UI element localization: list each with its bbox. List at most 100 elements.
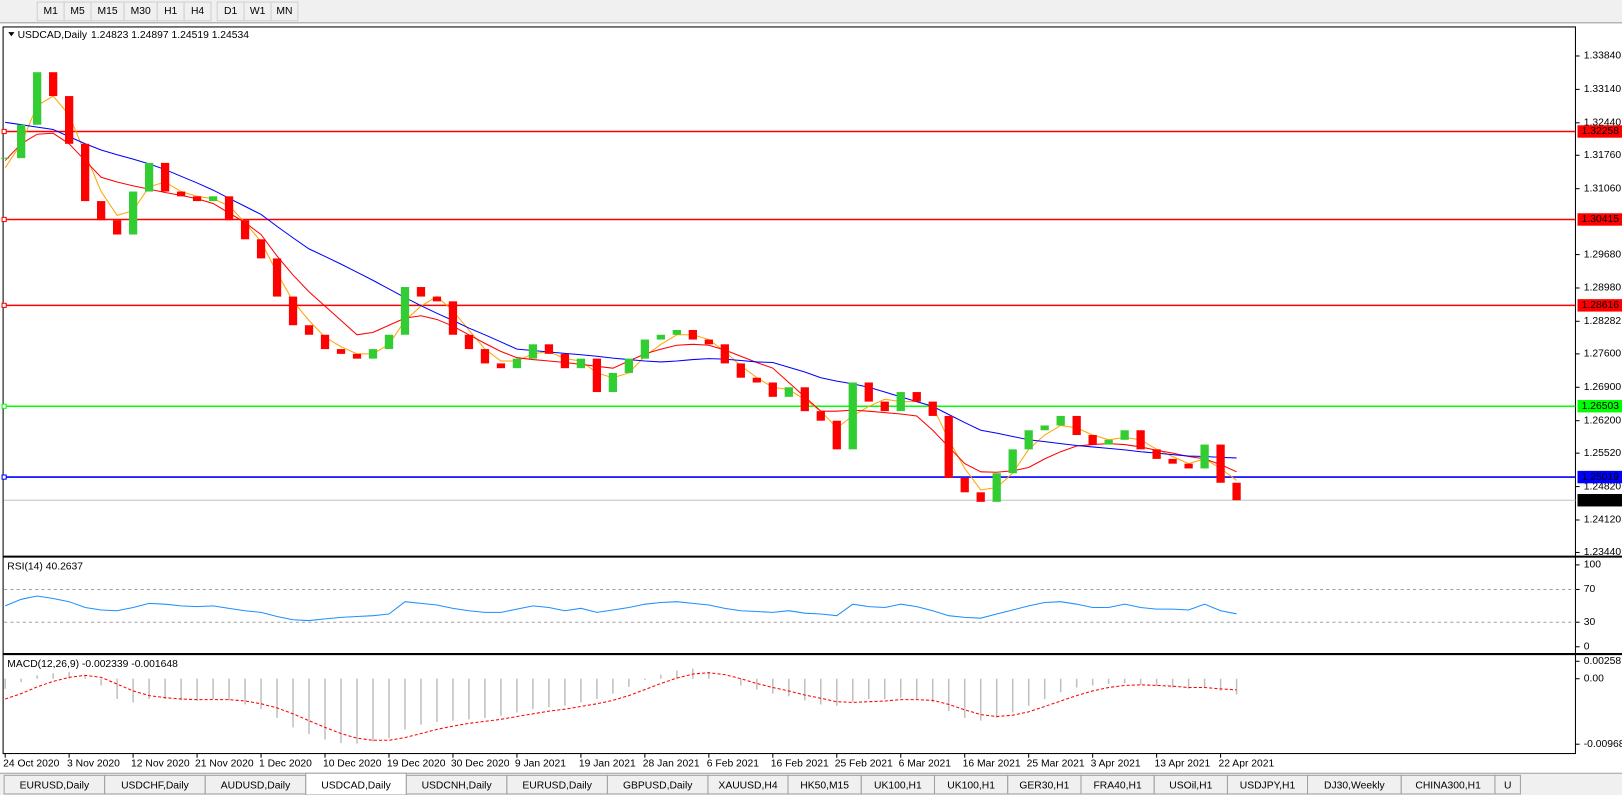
- chart-tab-label[interactable]: USDCHF,Daily: [121, 780, 190, 791]
- chart-tab-label[interactable]: UK100,H1: [947, 780, 995, 791]
- timeframe-label[interactable]: M1: [44, 6, 59, 17]
- candle: [496, 363, 506, 369]
- candle: [672, 329, 681, 335]
- level-price-label: 1.30415: [1582, 214, 1620, 225]
- candle: [448, 301, 458, 335]
- chart-tab-label[interactable]: UK100,H1: [874, 780, 922, 791]
- y-tick-label: 1.31760: [1584, 150, 1622, 161]
- candle: [1120, 430, 1129, 440]
- chart-tab-label[interactable]: GER30,H1: [1019, 780, 1069, 791]
- candle: [752, 377, 761, 383]
- level-handle: [1, 474, 7, 480]
- chart-tab-label[interactable]: AUDUSD,Daily: [221, 780, 291, 791]
- candle: [304, 325, 314, 335]
- chart-tab-label[interactable]: DJ30,Weekly: [1324, 780, 1386, 791]
- candle: [1008, 449, 1017, 474]
- level-handle: [1, 128, 7, 135]
- candle: [960, 477, 969, 493]
- candle: [352, 353, 362, 359]
- timeframe-label[interactable]: D1: [224, 6, 237, 17]
- candle: [176, 191, 186, 197]
- y-tick-label: 30: [1584, 617, 1596, 628]
- level-price-label: 1.25019: [1582, 472, 1620, 483]
- chart-menu-arrow: [8, 32, 15, 37]
- level-handle: [1, 403, 7, 409]
- candle: [528, 344, 538, 359]
- x-tick-label: 19 Dec 2020: [387, 759, 446, 770]
- x-tick-label: 19 Jan 2021: [579, 759, 636, 770]
- timeframe-label[interactable]: H1: [164, 6, 177, 17]
- x-tick-label: 25 Mar 2021: [1027, 759, 1085, 770]
- timeframe-label[interactable]: W1: [250, 6, 266, 17]
- candle: [1040, 425, 1049, 431]
- x-tick-label: 24 Oct 2020: [3, 759, 60, 770]
- candle: [33, 72, 42, 125]
- chart-tab-label[interactable]: USDCAD,Daily: [321, 780, 391, 791]
- candle: [288, 296, 298, 326]
- chart-tab-label[interactable]: XAUUSD,H4: [718, 780, 777, 791]
- y-tick-label: 70: [1584, 584, 1596, 595]
- timeframe-button[interactable]: [270, 1, 299, 22]
- y-tick-label: 1.26200: [1584, 415, 1622, 426]
- level-price-label: 1.26503: [1582, 401, 1620, 412]
- y-tick-label: 1.28980: [1584, 283, 1622, 294]
- candle: [65, 96, 74, 144]
- candle: [544, 344, 554, 354]
- candle: [1216, 444, 1225, 483]
- chart-tab-label[interactable]: USOil,H1: [1169, 780, 1212, 791]
- chart-title: USDCAD,Daily: [18, 30, 88, 41]
- x-tick-label: 12 Nov 2020: [131, 759, 190, 770]
- chart-tab-label[interactable]: EURUSD,Daily: [522, 780, 592, 791]
- timeframe-label[interactable]: M15: [98, 6, 118, 17]
- candle: [1232, 482, 1241, 501]
- x-tick-label: 6 Feb 2021: [707, 759, 760, 770]
- candle: [240, 220, 250, 240]
- candle: [464, 334, 474, 350]
- candle: [400, 287, 410, 335]
- chart-tab-label[interactable]: CHINA300,H1: [1415, 780, 1481, 791]
- candle: [112, 220, 122, 235]
- chart-tab-label[interactable]: USDCNH,Daily: [422, 780, 493, 791]
- candle: [1072, 415, 1081, 436]
- timeframe-label[interactable]: MN: [276, 6, 292, 17]
- x-tick-label: 30 Dec 2020: [451, 759, 510, 770]
- chart-tab-label[interactable]: GBPUSD,Daily: [623, 780, 693, 791]
- candle: [384, 334, 394, 350]
- candle: [224, 196, 234, 221]
- y-tick-label: 0: [1584, 642, 1590, 653]
- x-tick-label: 6 Mar 2021: [899, 759, 952, 770]
- candle: [720, 344, 729, 364]
- x-tick-label: 9 Jan 2021: [515, 759, 566, 770]
- moving-average: [4, 132, 1237, 473]
- chart-tab-label[interactable]: USDJPY,H1: [1240, 780, 1296, 791]
- chart-tab-label[interactable]: HK50,M15: [800, 780, 849, 791]
- candle: [1168, 458, 1177, 464]
- candle: [192, 196, 202, 202]
- chart-tab-label[interactable]: U: [1504, 780, 1511, 791]
- x-tick-label: 16 Mar 2021: [963, 759, 1021, 770]
- chart-tab-label[interactable]: EURUSD,Daily: [20, 780, 90, 791]
- x-tick-label: 25 Feb 2021: [835, 759, 893, 770]
- chart-tab[interactable]: [1494, 774, 1521, 795]
- x-tick-label: 1 Dec 2020: [259, 759, 312, 770]
- y-tick-label: 1.31060: [1584, 183, 1622, 194]
- timeframe-label[interactable]: M30: [131, 6, 151, 17]
- timeframe-label[interactable]: H4: [191, 6, 204, 17]
- level-price-box: [1577, 125, 1622, 138]
- current-price-label: 1.24534: [1582, 495, 1620, 506]
- y-tick-label: -0.009687: [1584, 739, 1622, 750]
- chart-tab-label[interactable]: FRA40,H1: [1093, 780, 1141, 791]
- y-tick-label: 1.26900: [1584, 382, 1622, 393]
- candle: [96, 201, 106, 221]
- y-tick-label: 1.24120: [1584, 515, 1622, 526]
- candle: [992, 473, 1001, 502]
- candle: [1088, 435, 1097, 445]
- candle: [560, 353, 570, 369]
- y-tick-label: 1.29680: [1584, 249, 1622, 260]
- candle: [144, 162, 154, 192]
- timeframe-label[interactable]: M5: [70, 6, 85, 17]
- candle: [640, 339, 650, 359]
- timeframe-button[interactable]: [183, 1, 212, 22]
- candle: [576, 358, 586, 369]
- candle: [17, 124, 26, 159]
